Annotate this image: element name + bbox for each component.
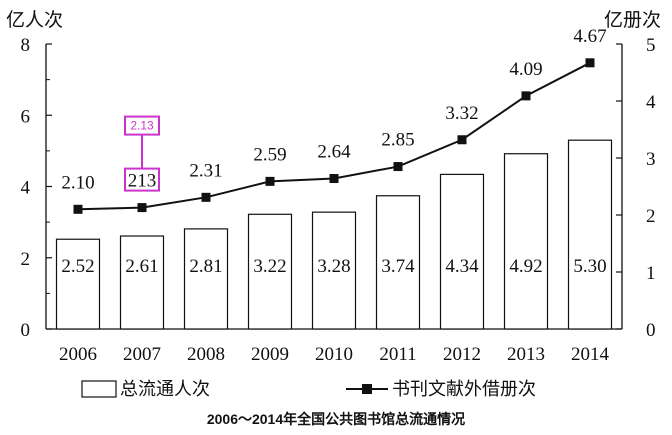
- x-axis-tick-label: 2011: [379, 344, 416, 365]
- x-axis-tick-label: 2010: [315, 344, 353, 365]
- bar: [247, 213, 293, 330]
- line-value-label: 2.85: [381, 130, 414, 151]
- line-point: [585, 58, 595, 68]
- x-axis-tick-label: 2006: [59, 344, 97, 365]
- bar-value-label: 2.81: [189, 256, 222, 277]
- line-point: [265, 176, 275, 186]
- bar: [439, 173, 485, 330]
- bar-value-label: 4.34: [445, 256, 479, 277]
- line-point: [393, 162, 403, 172]
- bar-value-label: 2.61: [125, 256, 158, 277]
- line-value-label: 2.31: [189, 160, 222, 181]
- x-axis-tick-label: 2013: [507, 344, 545, 365]
- line-value-label: 3.32: [445, 103, 478, 124]
- bar: [183, 228, 229, 330]
- bar: [567, 139, 613, 330]
- chart-grid-layer: 0 2 4 6 8 0 1 2 3 4 5 2006 2007 2008 2009 2010 2011 2012 2…: [21, 35, 657, 365]
- bar-value-label: 5.30: [573, 256, 606, 277]
- bar-value-label: 3.22: [253, 256, 286, 277]
- line-value-label: 4.09: [509, 59, 542, 80]
- line-point: [457, 135, 467, 145]
- right-axis-tick-label: 3: [646, 149, 656, 170]
- left-axis-label: 亿人次: [6, 9, 63, 31]
- bar-value-label: 4.92: [509, 256, 542, 277]
- line-value-label: 2.64: [317, 142, 351, 163]
- annotation-text: 2.13: [130, 119, 154, 133]
- left-axis-tick-label: 0: [21, 320, 31, 341]
- right-axis-tick-label: 0: [646, 320, 656, 341]
- bar-value-label: 3.74: [381, 256, 415, 277]
- line-value-label: 213: [128, 171, 157, 192]
- x-axis-tick-label: 2014: [571, 344, 610, 365]
- left-axis-tick-label: 8: [21, 35, 31, 56]
- bar: [311, 211, 357, 330]
- line-layer: [73, 58, 595, 214]
- legend-bar-swatch: [81, 380, 117, 398]
- line-point: [329, 174, 339, 184]
- line-point: [73, 204, 83, 214]
- right-axis-tick-label: 2: [646, 206, 656, 227]
- bar: [55, 238, 101, 330]
- chart-title: 2006～2014年全国公共图书馆总流通情况: [207, 411, 465, 427]
- labels-layer: 2.52 2.61 2.81 3.22 3.28 3.74 4.34 4.92 5.30 2.10…: [61, 26, 606, 277]
- right-axis-tick-label: 1: [646, 263, 656, 284]
- right-axis-tick-label: 4: [646, 92, 656, 113]
- x-axis-tick-label: 2012: [443, 344, 481, 365]
- line-point: [137, 203, 147, 213]
- legend-line-marker: [362, 384, 372, 394]
- bar-value-label: 2.52: [61, 256, 94, 277]
- annotation-box: [124, 115, 160, 136]
- right-axis-label: 亿册次: [604, 9, 661, 31]
- left-axis-tick-label: 4: [21, 178, 31, 199]
- left-axis-tick-label: 2: [21, 249, 31, 270]
- legend-bar-label: 总流通人次: [120, 379, 210, 399]
- line-value-label: 4.67: [573, 26, 606, 47]
- left-axis-tick-label: 6: [21, 106, 31, 127]
- bar: [375, 195, 421, 330]
- right-axis-tick-label: 5: [646, 35, 656, 56]
- x-axis-tick-label: 2008: [187, 344, 225, 365]
- x-axis-tick-label: 2009: [251, 344, 289, 365]
- bar-value-label: 3.28: [317, 256, 350, 277]
- line-point: [201, 192, 211, 202]
- bar: [119, 235, 165, 330]
- line-point: [521, 91, 531, 101]
- bars-layer: [55, 139, 613, 330]
- legend-line-label: 书刊文献外借册次: [392, 379, 536, 399]
- line-value-label: 2.10: [61, 172, 94, 193]
- x-axis-tick-label: 2007: [123, 344, 161, 365]
- line-value-label: 2.59: [253, 144, 286, 165]
- bar: [503, 153, 549, 330]
- legend: 总流通人次 书刊文献外借册次: [81, 379, 536, 399]
